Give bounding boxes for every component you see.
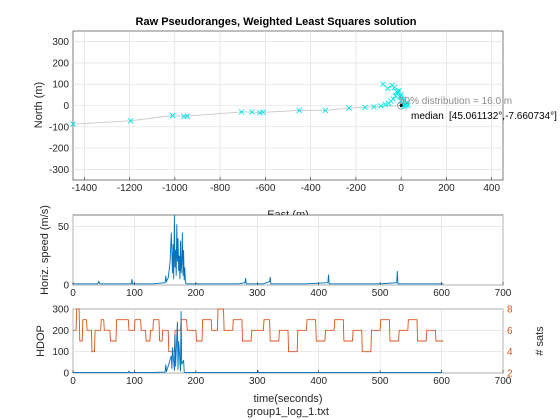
x-tick-label: 200 xyxy=(188,376,205,387)
x-tick-label: -400 xyxy=(301,183,321,194)
x-tick-label: -800 xyxy=(210,183,230,194)
y-tick-label: -300 xyxy=(49,165,69,176)
sats-axis-label: # sats xyxy=(534,326,546,356)
x-tick-label: 600 xyxy=(433,376,450,387)
y-tick-label: 300 xyxy=(52,305,69,316)
x-tick-label: -1000 xyxy=(162,183,188,194)
y2-tick-label: 6 xyxy=(507,326,513,337)
x-tick-label: 500 xyxy=(372,288,389,299)
x-tick-label: 500 xyxy=(372,376,389,387)
hdop-axis-label: HDOP xyxy=(35,325,47,357)
panel-horizontal-speed: 0 100 200 300 400 500 600 700 0 50 Horiz. speed … xyxy=(39,205,512,299)
y2-tick-label: 8 xyxy=(507,305,513,316)
x-tick-label: 400 xyxy=(483,183,500,194)
x-tick-label: 300 xyxy=(249,376,266,387)
time-axis-label: time(seconds) xyxy=(253,393,322,405)
distribution-annotation: 50% distribution = 16.0 m xyxy=(399,96,512,107)
y2-tick-label: 2 xyxy=(507,369,513,380)
x-tick-label: 100 xyxy=(126,376,143,387)
speed-plot-area xyxy=(73,215,503,285)
y-tick-label: 0 xyxy=(63,281,69,292)
y-axis-label: North (m) xyxy=(33,82,45,128)
y-tick-label: -200 xyxy=(49,144,69,155)
y-tick-label: 100 xyxy=(52,347,69,358)
y2-tick-label: 4 xyxy=(507,347,513,358)
y-tick-label: -100 xyxy=(49,122,69,133)
x-tick-label: 700 xyxy=(495,288,512,299)
y-tick-label: 300 xyxy=(52,37,69,48)
speed-y-axis-label: Horiz. speed (m/s) xyxy=(39,205,51,295)
x-tick-label: 0 xyxy=(70,376,76,387)
panel-position-scatter: Raw Pseudoranges, Weighted Least Squares… xyxy=(33,16,557,221)
x-tick-label: 400 xyxy=(310,376,327,387)
x-tick-label: 0 xyxy=(70,288,76,299)
x-tick-label: 600 xyxy=(433,288,450,299)
x-tick-label: -600 xyxy=(255,183,275,194)
median-label: median xyxy=(411,111,444,122)
x-tick-label: -1200 xyxy=(117,183,143,194)
x-tick-label: 0 xyxy=(398,183,404,194)
y-tick-label: 50 xyxy=(58,222,70,233)
x-tick-label: 400 xyxy=(310,288,327,299)
median-coordinates: [45.061132°,-7.660734°] xyxy=(449,111,557,122)
x-tick-label: -200 xyxy=(346,183,366,194)
y-tick-label: 100 xyxy=(52,80,69,91)
x-tick-label: 300 xyxy=(249,288,266,299)
x-tick-label: 100 xyxy=(126,288,143,299)
y-tick-label: 200 xyxy=(52,58,69,69)
y-tick-label: 200 xyxy=(52,326,69,337)
x-tick-label: -1400 xyxy=(72,183,98,194)
chart-title: Raw Pseudoranges, Weighted Least Squares… xyxy=(136,16,417,28)
x-tick-label: 200 xyxy=(438,183,455,194)
filename-label: group1_log_1.txt xyxy=(247,406,329,418)
y-tick-label: 0 xyxy=(63,369,69,380)
y-tick-label: 0 xyxy=(63,101,69,112)
x-tick-label: 200 xyxy=(188,288,205,299)
